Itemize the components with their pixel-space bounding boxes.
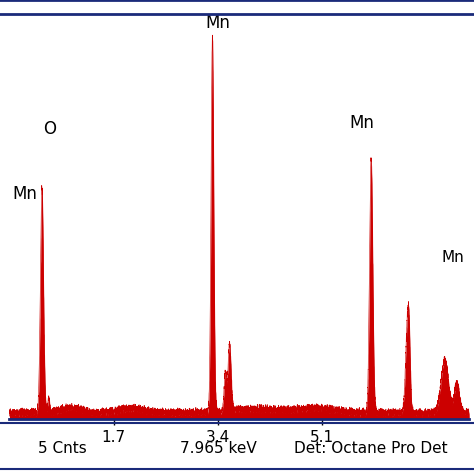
Text: Mn: Mn	[350, 114, 374, 132]
Text: Mn: Mn	[12, 185, 37, 203]
Text: Det: Octane Pro Det: Det: Octane Pro Det	[294, 441, 447, 456]
Text: Mn: Mn	[206, 15, 230, 32]
Text: O: O	[43, 120, 56, 138]
Text: Mn: Mn	[442, 250, 465, 265]
Text: 5 Cnts: 5 Cnts	[38, 441, 87, 456]
Text: 7.965 keV: 7.965 keV	[180, 441, 257, 456]
